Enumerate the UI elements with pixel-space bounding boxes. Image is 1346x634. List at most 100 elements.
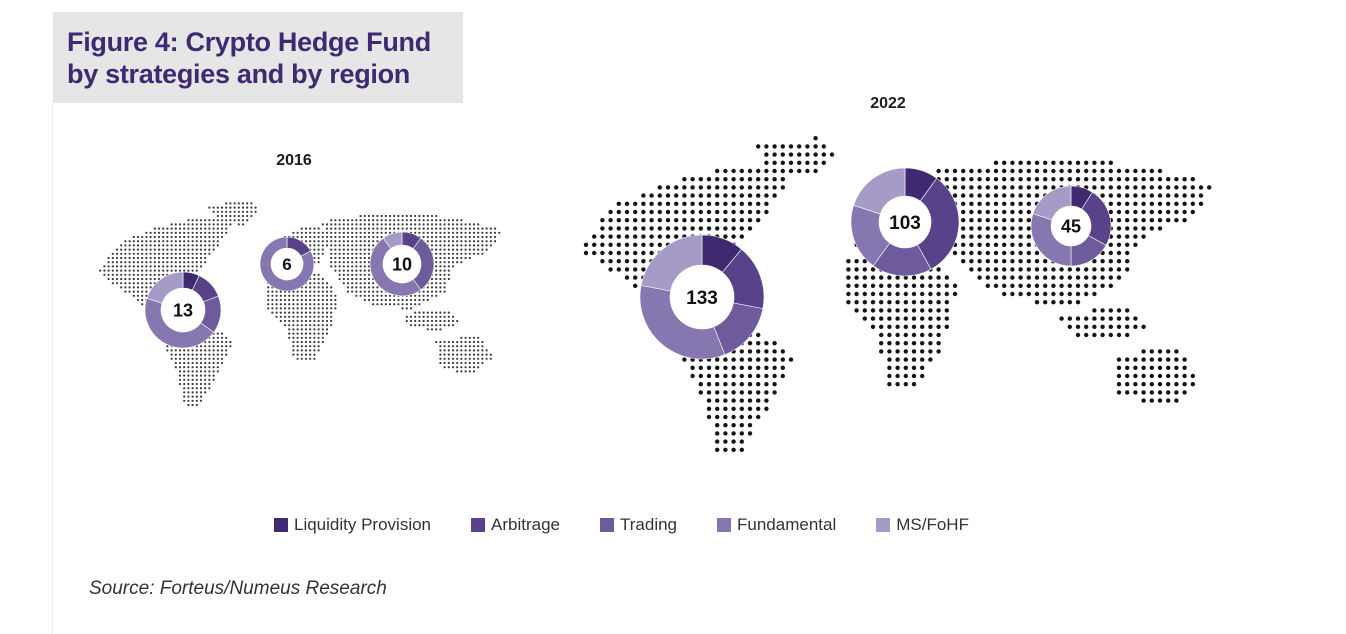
map-dot-2022 — [911, 357, 917, 362]
map-dot-2022 — [600, 259, 605, 264]
map-dot-2016 — [388, 227, 392, 230]
map-dot-2016 — [191, 370, 194, 373]
map-dot-2016 — [464, 235, 467, 239]
map-dot-2016 — [313, 315, 316, 318]
map-dot-2022 — [977, 209, 982, 215]
map-dot-2022 — [772, 185, 777, 190]
map-dot-2016 — [393, 298, 396, 302]
map-dot-2022 — [977, 242, 982, 247]
map-dot-2016 — [195, 265, 198, 268]
map-dot-2016 — [451, 223, 455, 226]
map-dot-2016 — [485, 227, 488, 230]
map-dot-2016 — [414, 298, 417, 302]
map-dot-2016 — [162, 252, 165, 255]
map-dot-2016 — [208, 378, 211, 381]
map-dot-2016 — [439, 340, 442, 344]
map-dot-2022 — [747, 349, 753, 354]
map-dot-2022 — [1100, 316, 1105, 321]
map-dot-2022 — [764, 365, 769, 370]
map-dot-2016 — [372, 219, 375, 222]
map-dot-2016 — [372, 303, 375, 306]
map-dot-2016 — [418, 214, 421, 218]
map-dot-2016 — [485, 244, 488, 247]
map-dot-2022 — [682, 209, 687, 215]
map-dot-2016 — [199, 256, 203, 260]
map-dot-2016 — [330, 303, 333, 306]
map-dot-2016 — [199, 265, 203, 268]
map-dot-2016 — [199, 387, 203, 390]
map-dot-2016 — [195, 252, 198, 255]
map-dot-2016 — [149, 231, 152, 234]
map-dot-2016 — [300, 294, 303, 297]
map-dot-2016 — [187, 252, 190, 255]
map-dot-2016 — [485, 240, 488, 243]
map-dot-2022 — [780, 185, 785, 190]
map-dot-2022 — [1059, 275, 1064, 280]
map-dot-2016 — [456, 345, 459, 348]
map-dot-2022 — [1067, 291, 1073, 297]
map-dot-2016 — [220, 206, 224, 209]
map-dot-2016 — [443, 357, 446, 360]
map-dot-2016 — [447, 244, 450, 247]
legend-label: MS/FoHF — [896, 515, 969, 534]
map-dot-2016 — [296, 328, 299, 331]
map-dot-2016 — [397, 227, 400, 230]
map-dot-2016 — [372, 286, 375, 289]
map-dot-2022 — [1034, 160, 1040, 165]
map-dot-2016 — [271, 307, 274, 310]
map-dot-2016 — [132, 269, 135, 272]
map-dot-2016 — [288, 298, 291, 302]
map-dot-2016 — [212, 240, 215, 243]
map-dot-2022 — [944, 300, 949, 305]
map-dot-2016 — [443, 252, 446, 255]
map-dot-2016 — [279, 319, 282, 323]
map-dot-2016 — [141, 261, 144, 264]
map-dot-2016 — [271, 298, 274, 302]
map-dot-2016 — [418, 315, 421, 318]
map-dot-2022 — [1182, 185, 1187, 190]
map-dot-2022 — [608, 267, 613, 272]
map-dot-2016 — [351, 231, 354, 234]
map-dot-2016 — [271, 294, 274, 297]
map-dot-2016 — [136, 273, 140, 276]
map-dot-2016 — [321, 294, 324, 297]
map-dot-2022 — [993, 242, 999, 247]
map-dot-2022 — [879, 332, 884, 338]
map-dot-2022 — [985, 177, 990, 182]
map-dot-2022 — [698, 373, 703, 379]
map-dot-2016 — [292, 349, 295, 352]
map-dot-2016 — [439, 235, 442, 239]
map-dot-2016 — [162, 227, 165, 230]
map-dot-2016 — [334, 252, 337, 255]
map-dot-2016 — [359, 244, 362, 247]
map-dot-2016 — [136, 261, 140, 264]
map-dot-2016 — [321, 303, 324, 306]
map-dot-2022 — [772, 373, 777, 379]
map-dot-2022 — [764, 144, 769, 149]
map-dot-2016 — [195, 391, 198, 394]
map-dot-2022 — [1067, 168, 1073, 174]
map-dot-2022 — [649, 242, 654, 247]
map-dot-2016 — [191, 252, 194, 255]
legend-label: Liquidity Provision — [294, 515, 432, 534]
map-dot-2022 — [641, 226, 646, 231]
map-dot-2016 — [342, 248, 345, 251]
map-dot-2016 — [430, 244, 434, 247]
map-dot-2022 — [1157, 349, 1163, 354]
map-dot-2022 — [1125, 357, 1130, 362]
map-dot-2016 — [187, 235, 190, 239]
map-dot-2016 — [183, 244, 186, 247]
map-dot-2016 — [397, 303, 400, 306]
map-dot-2016 — [199, 219, 203, 222]
map-dot-2016 — [380, 303, 383, 306]
map-dot-2016 — [321, 324, 324, 327]
map-dot-2016 — [178, 261, 182, 264]
map-dot-2022 — [1182, 201, 1187, 206]
map-dot-2022 — [764, 193, 769, 198]
map-dot-2016 — [283, 311, 287, 314]
map-dot-2022 — [936, 341, 941, 346]
map-dot-2022 — [879, 324, 884, 329]
map-dot-2016 — [359, 252, 362, 255]
map-dot-2016 — [367, 265, 371, 268]
map-dot-2016 — [472, 231, 476, 234]
